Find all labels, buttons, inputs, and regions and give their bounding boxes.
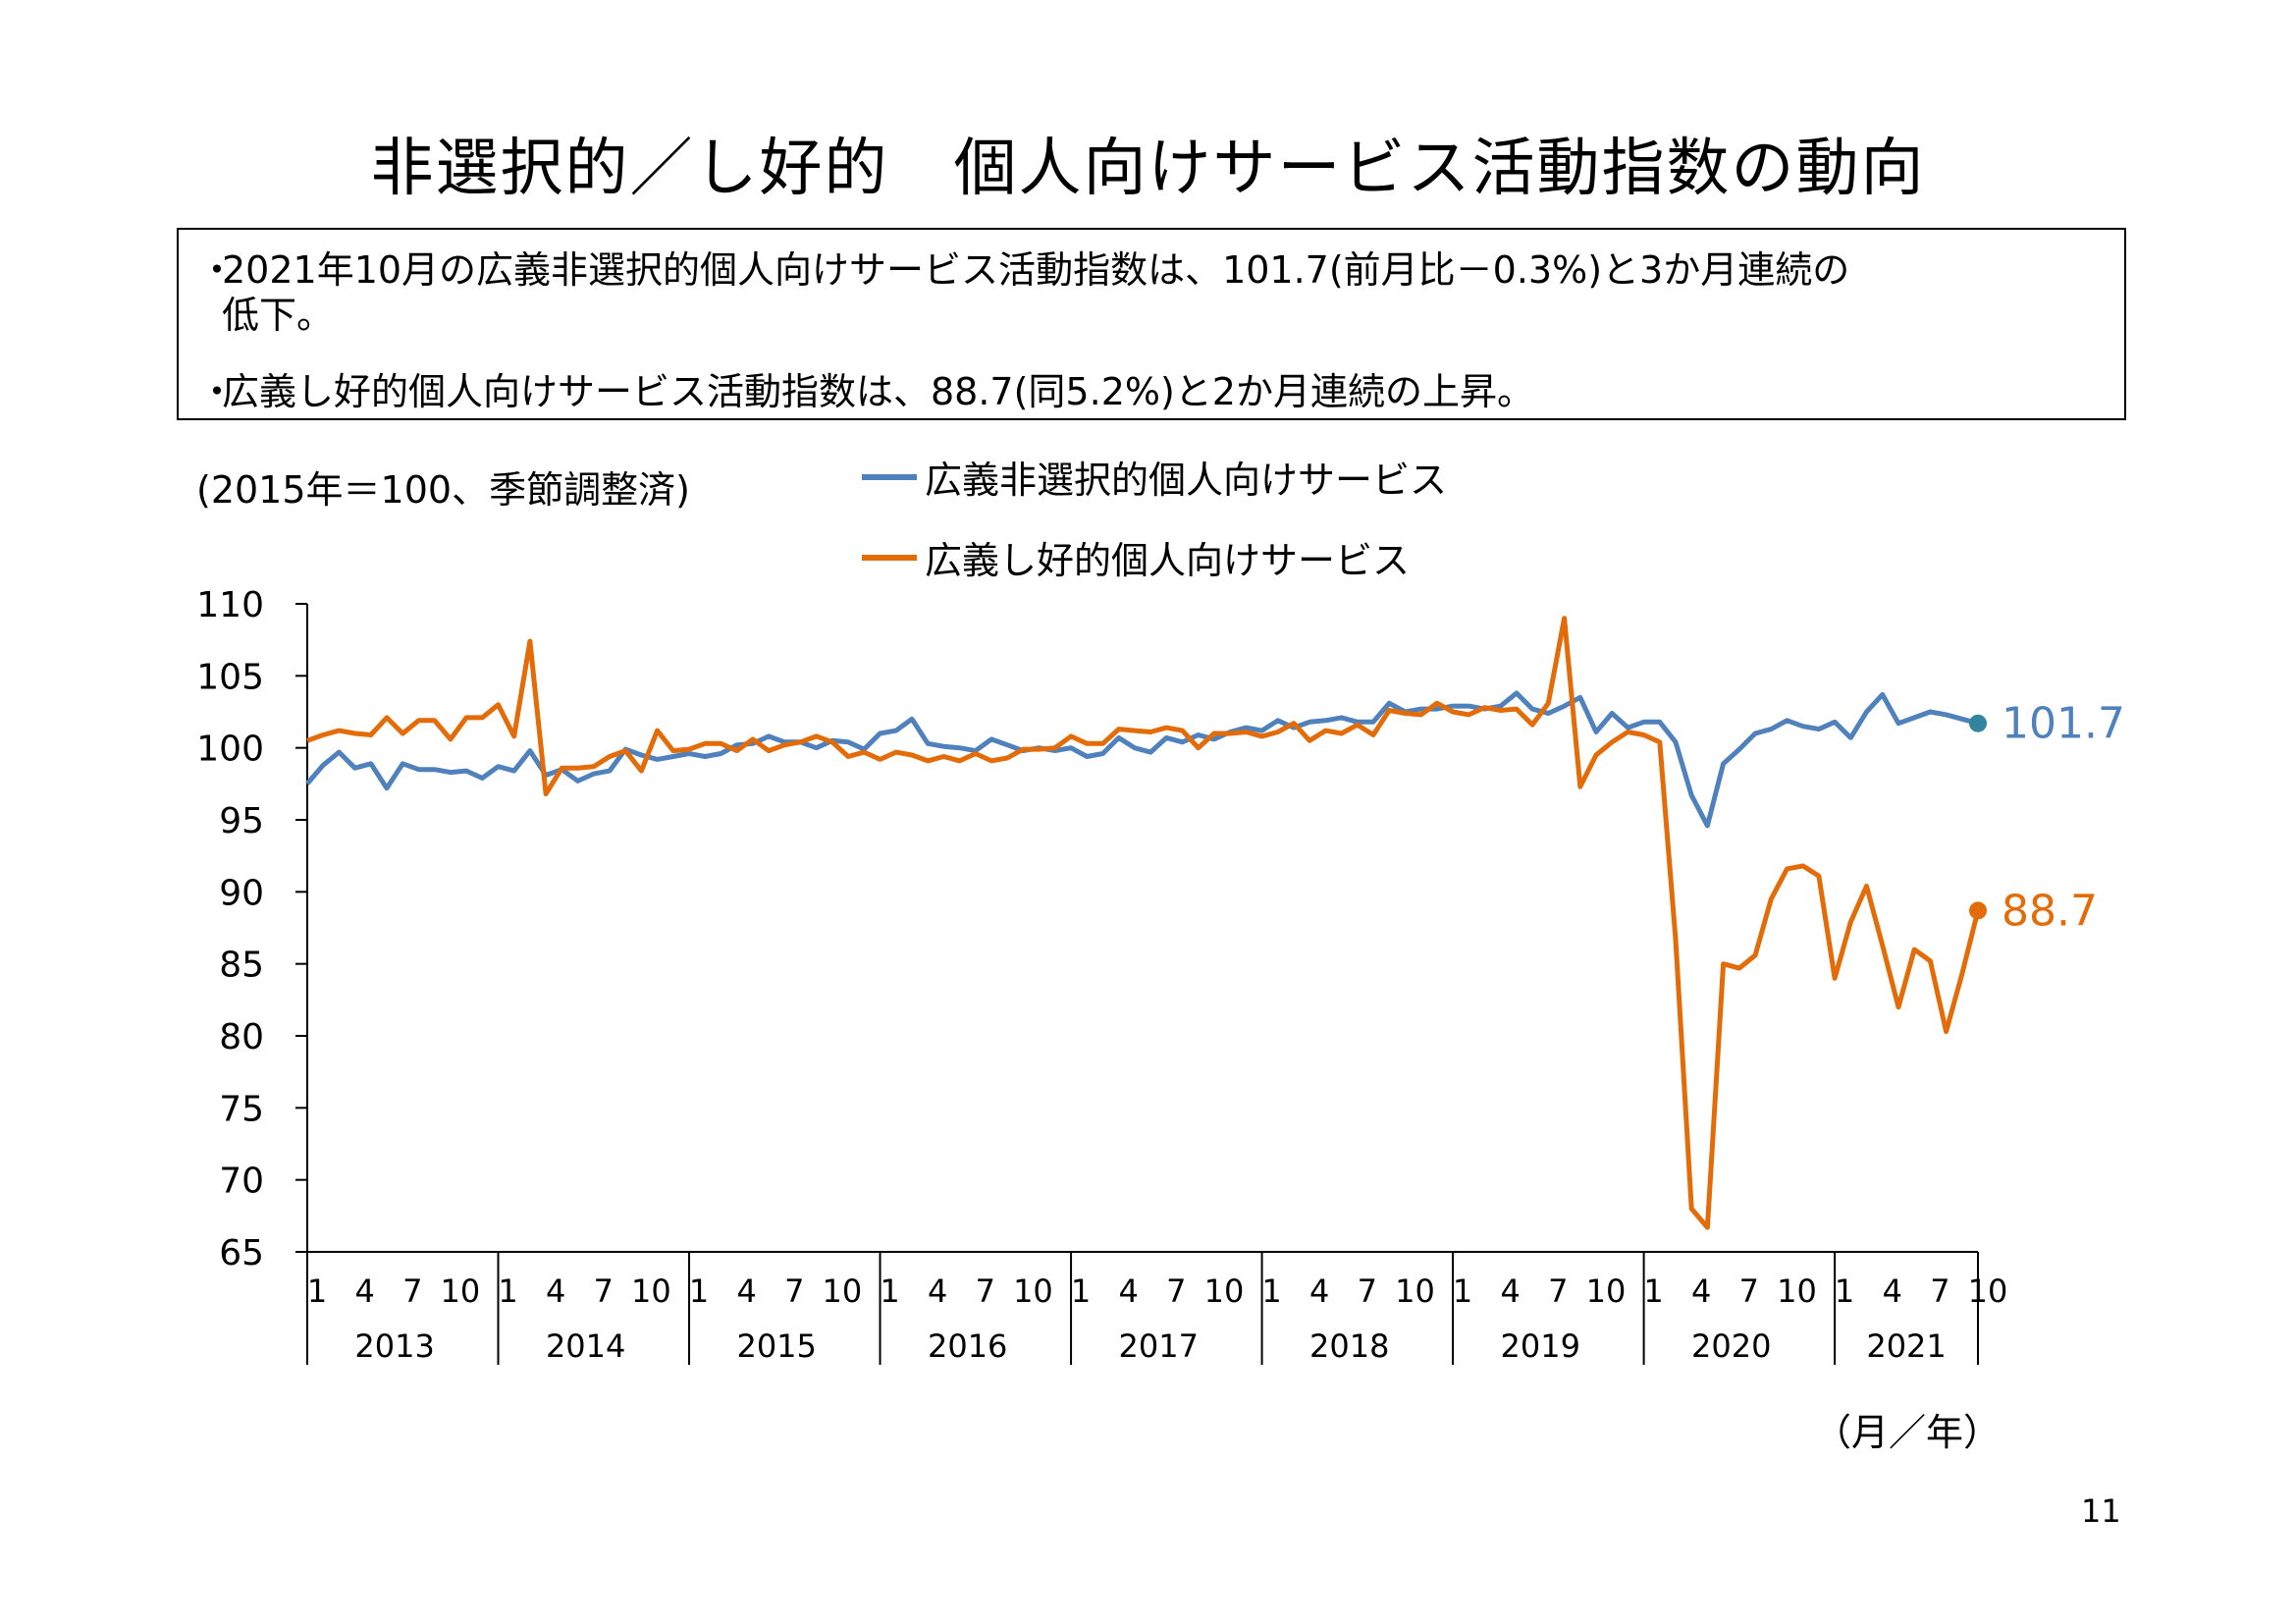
x-year-label: 2017 [1118, 1327, 1198, 1365]
x-month-label: 10 [1586, 1272, 1627, 1310]
x-year-label: 2016 [928, 1327, 1007, 1365]
end-point-discretionary [1969, 901, 1987, 920]
legend-label-non-selective: 広義非選択的個人向けサービス [925, 459, 1448, 502]
end-point-non-selective [1969, 714, 1987, 732]
y-tick-label: 110 [196, 585, 264, 625]
legend-item-non-selective: 広義非選択的個人向けサービス [862, 450, 1447, 504]
x-month-label: 10 [631, 1272, 671, 1310]
x-month-label: 7 [402, 1272, 422, 1310]
x-month-label: 4 [928, 1272, 947, 1310]
x-month-label: 4 [1119, 1272, 1139, 1310]
x-month-label: 4 [1309, 1272, 1329, 1310]
page-title: 非選択的／し好的 個人向けサービス活動指数の動向 [370, 133, 1926, 205]
y-tick-label: 105 [196, 657, 264, 697]
summary-bullet-2: ・広義し好的個人向けサービス活動指数は、88.7(同5.2%)と2か月連続の上昇… [198, 369, 2112, 414]
y-tick-label: 100 [196, 730, 264, 770]
legend-swatch-blue [862, 473, 917, 480]
x-month-label: 4 [1501, 1272, 1521, 1310]
x-year-label: 2014 [546, 1327, 625, 1365]
end-value-label-non-selective: 101.7 [2002, 699, 2125, 749]
x-month-label: 1 [498, 1272, 517, 1310]
y-tick-label: 85 [219, 946, 264, 986]
x-month-label: 10 [823, 1272, 863, 1310]
x-month-label: 1 [307, 1272, 327, 1310]
x-month-label: 10 [1968, 1272, 2008, 1310]
legend-swatch-orange [862, 554, 917, 561]
x-month-label: 4 [354, 1272, 374, 1310]
x-year-label: 2013 [354, 1327, 434, 1365]
series-line-non-selective [305, 690, 1979, 829]
y-tick-label: 95 [219, 801, 264, 841]
x-month-label: 1 [1643, 1272, 1663, 1310]
x-month-label: 1 [689, 1272, 709, 1310]
x-month-label: 4 [546, 1272, 565, 1310]
x-year-label: 2019 [1501, 1327, 1580, 1365]
end-value-label-discretionary: 88.7 [2002, 886, 2098, 936]
x-month-label: 1 [1835, 1272, 1854, 1310]
legend-label-discretionary: 広義し好的個人向けサービス [925, 539, 1411, 582]
x-month-label: 7 [1166, 1272, 1186, 1310]
x-month-label: 10 [1395, 1272, 1435, 1310]
y-tick-label: 70 [219, 1162, 264, 1202]
summary-bullet-2-text: 広義し好的個人向けサービス活動指数は、88.7(同5.2%)と2か月連続の上昇。 [222, 370, 1534, 413]
summary-bullet-1-line-2: 低下。 [222, 294, 335, 337]
x-month-label: 4 [736, 1272, 756, 1310]
y-tick-label: 65 [219, 1233, 264, 1273]
x-axis-unit-label: （月／年） [1814, 1411, 2002, 1454]
x-month-label: 7 [784, 1272, 804, 1310]
page-number: 11 [2081, 1492, 2121, 1530]
x-month-label: 10 [1013, 1272, 1053, 1310]
x-year-label: 2021 [1866, 1327, 1946, 1365]
x-month-label: 10 [441, 1272, 481, 1310]
summary-bullet-1-line-1: 2021年10月の広義非選択的個人向けサービス活動指数は、101.7(前月比－0… [222, 248, 1850, 292]
x-month-label: 1 [880, 1272, 899, 1310]
y-tick-label: 90 [219, 873, 264, 913]
x-month-label: 1 [1261, 1272, 1281, 1310]
x-month-label: 4 [1883, 1272, 1902, 1310]
x-month-label: 7 [594, 1272, 614, 1310]
index-basis-note: (2015年＝100、季節調整済) [196, 468, 690, 512]
y-tick-label: 80 [219, 1017, 264, 1057]
x-year-label: 2015 [736, 1327, 816, 1365]
summary-bullet-1: ・2021年10月の広義非選択的個人向けサービス活動指数は、101.7(前月比－… [198, 247, 2112, 338]
x-month-label: 7 [1358, 1272, 1377, 1310]
series-line-discretionary [306, 616, 1981, 1230]
x-month-label: 10 [1204, 1272, 1245, 1310]
x-month-label: 10 [1777, 1272, 1817, 1310]
y-tick-label: 75 [219, 1089, 264, 1129]
x-month-label: 1 [1453, 1272, 1472, 1310]
legend-item-discretionary: 広義し好的個人向けサービス [862, 530, 1410, 584]
summary-box: ・2021年10月の広義非選択的個人向けサービス活動指数は、101.7(前月比－… [177, 228, 2126, 420]
x-month-label: 4 [1691, 1272, 1711, 1310]
x-year-label: 2020 [1691, 1327, 1771, 1365]
x-month-label: 7 [1930, 1272, 1949, 1310]
x-month-label: 7 [1548, 1272, 1568, 1310]
x-month-label: 7 [976, 1272, 995, 1310]
x-year-label: 2018 [1309, 1327, 1389, 1365]
x-month-label: 1 [1071, 1272, 1091, 1310]
x-month-label: 7 [1739, 1272, 1759, 1310]
